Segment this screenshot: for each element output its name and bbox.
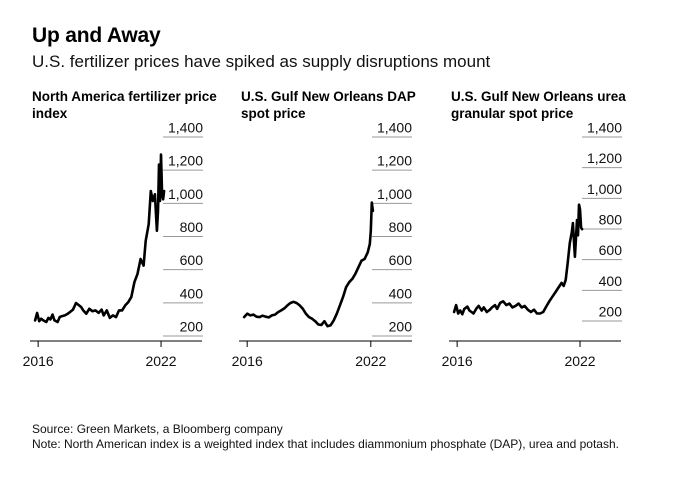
y-tick-label-urea-spot-price: 400 — [599, 273, 623, 289]
y-tick-label-dap-spot-price: 400 — [389, 285, 413, 301]
x-tick-label-urea-spot-price: 2016 — [442, 353, 473, 369]
x-tick-label-north-america-index: 2022 — [145, 353, 176, 369]
y-tick-label-dap-spot-price: 200 — [389, 319, 413, 335]
y-tick-label-urea-spot-price: 600 — [599, 242, 623, 258]
methodology-note: Note: North American index is a weighted… — [32, 437, 619, 451]
y-tick-label-urea-spot-price: 1,400 — [587, 120, 622, 136]
y-tick-label-dap-spot-price: 1,200 — [377, 153, 412, 169]
y-tick-label-north-america-index: 800 — [180, 219, 204, 235]
y-tick-label-urea-spot-price: 200 — [599, 304, 623, 320]
y-tick-label-dap-spot-price: 600 — [389, 252, 413, 268]
source-note: Source: Green Markets, a Bloomberg compa… — [32, 422, 283, 436]
panel-urea-spot-price: 200 400 600 800 1,000 1,200 1,400 2016 2022 — [442, 120, 623, 370]
y-tick-label-north-america-index: 200 — [180, 319, 204, 335]
y-tick-label-urea-spot-price: 1,000 — [587, 181, 622, 197]
chart-subtitle: U.S. fertilizer prices have spiked as su… — [32, 52, 491, 71]
y-tick-label-north-america-index: 1,000 — [168, 186, 203, 202]
y-tick-label-dap-spot-price: 1,400 — [377, 120, 412, 136]
series-line-north-america-index — [33, 153, 166, 324]
y-tick-label-north-america-index: 400 — [180, 285, 204, 301]
y-tick-label-north-america-index: 600 — [180, 252, 204, 268]
chart-title: Up and Away — [32, 24, 161, 47]
y-tick-label-urea-spot-price: 1,200 — [587, 150, 622, 166]
x-tick-label-north-america-index: 2016 — [23, 353, 54, 369]
y-tick-label-dap-spot-price: 800 — [389, 219, 413, 235]
panel-title-urea-spot-price: U.S. Gulf New Orleans urea granular spot… — [451, 89, 626, 121]
panel-title-north-america-index: North America fertilizer price index — [32, 89, 217, 121]
panel-title-dap-spot-price: U.S. Gulf New Orleans DAP spot price — [241, 89, 416, 121]
x-tick-label-dap-spot-price: 2022 — [355, 353, 386, 369]
y-tick-label-north-america-index: 1,200 — [168, 153, 203, 169]
y-tick-label-north-america-index: 1,400 — [168, 120, 203, 136]
x-tick-label-urea-spot-price: 2022 — [564, 353, 595, 369]
panel-dap-spot-price: 200 400 600 800 1,000 1,200 1,400 2016 2022 — [232, 120, 413, 370]
footnotes: Source: Green Markets, a Bloomberg compa… — [32, 422, 662, 452]
series-line-urea-spot-price — [452, 203, 584, 316]
series-line-dap-spot-price — [242, 201, 375, 328]
x-tick-label-dap-spot-price: 2016 — [232, 353, 263, 369]
y-tick-label-dap-spot-price: 1,000 — [377, 186, 412, 202]
y-tick-label-urea-spot-price: 800 — [599, 212, 623, 228]
panel-north-america-index: 200 400 600 800 1,000 1,200 1,400 2016 2022 — [23, 120, 204, 370]
